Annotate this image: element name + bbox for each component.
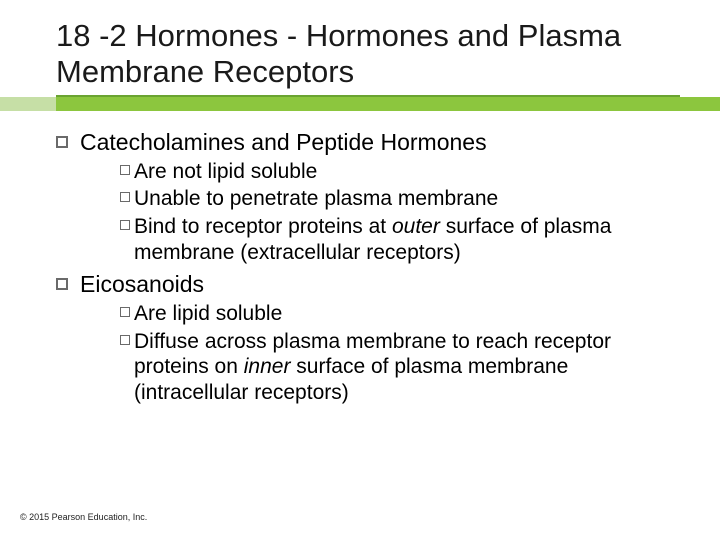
rest-text: to receptor proteins at: [176, 215, 392, 238]
italic-text: inner: [244, 355, 291, 378]
prefix-text: Bind: [134, 215, 176, 238]
level1-text: Eicosanoids: [80, 271, 204, 299]
prefix-text: Are: [134, 302, 167, 325]
level2-text: Are not lipid soluble: [134, 159, 317, 185]
square-bullet-icon: [120, 165, 130, 175]
accent-bar-dark: [56, 97, 720, 111]
square-bullet-icon: [56, 136, 68, 148]
bullet-level2: Are not lipid soluble: [120, 159, 668, 185]
prefix-text: Diffuse: [134, 330, 199, 353]
italic-text: outer: [392, 215, 440, 238]
prefix-text: Are: [134, 160, 167, 183]
rest-text: not lipid soluble: [167, 160, 318, 183]
rest-text: to penetrate plasma membrane: [201, 187, 499, 210]
bullet-level2: Bind to receptor proteins at outer surfa…: [120, 214, 668, 265]
level2-text: Are lipid soluble: [134, 301, 282, 327]
square-bullet-icon: [120, 220, 130, 230]
content: Catecholamines and Peptide Hormones Are …: [0, 111, 720, 405]
rest-text: lipid soluble: [167, 302, 283, 325]
title-wrap: 18 -2 Hormones - Hormones and Plasma Mem…: [0, 18, 720, 97]
bullet-level1: Eicosanoids: [56, 271, 668, 299]
level2-text: Diffuse across plasma membrane to reach …: [134, 329, 668, 406]
copyright-footer: © 2015 Pearson Education, Inc.: [20, 512, 147, 522]
level2-text: Unable to penetrate plasma membrane: [134, 186, 498, 212]
square-bullet-icon: [120, 335, 130, 345]
level1-text: Catecholamines and Peptide Hormones: [80, 129, 487, 157]
bullet-level2: Unable to penetrate plasma membrane: [120, 186, 668, 212]
accent-bar: [0, 97, 720, 111]
sublist: Are lipid soluble Diffuse across plasma …: [120, 301, 668, 405]
slide: 18 -2 Hormones - Hormones and Plasma Mem…: [0, 0, 720, 540]
bullet-level2: Diffuse across plasma membrane to reach …: [120, 329, 668, 406]
square-bullet-icon: [56, 278, 68, 290]
bullet-level2: Are lipid soluble: [120, 301, 668, 327]
slide-title: 18 -2 Hormones - Hormones and Plasma Mem…: [56, 18, 680, 97]
level2-text: Bind to receptor proteins at outer surfa…: [134, 214, 668, 265]
accent-bar-light: [0, 97, 56, 111]
square-bullet-icon: [120, 307, 130, 317]
prefix-text: Unable: [134, 187, 201, 210]
square-bullet-icon: [120, 192, 130, 202]
sublist: Are not lipid soluble Unable to penetrat…: [120, 159, 668, 265]
bullet-level1: Catecholamines and Peptide Hormones: [56, 129, 668, 157]
